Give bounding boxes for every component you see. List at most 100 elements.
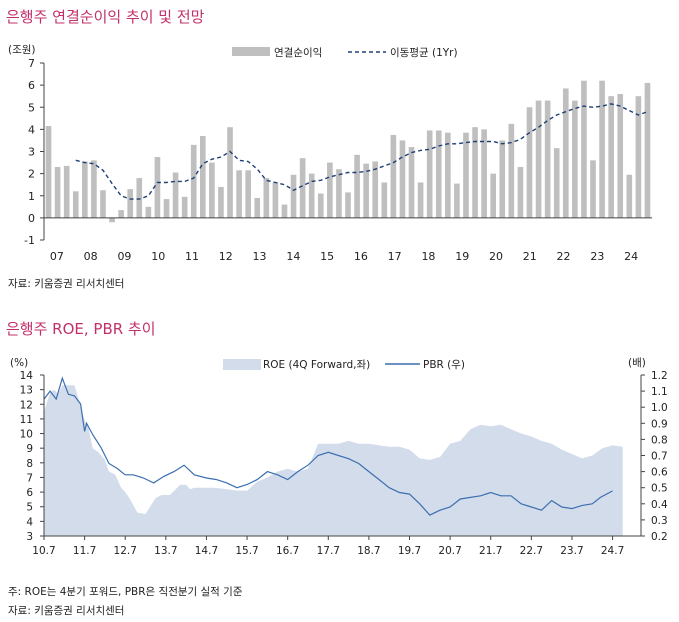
bar (390, 134, 397, 218)
left-tick-label: 5 (26, 502, 33, 514)
x-tick-label: 11 (185, 250, 199, 263)
right-tick-label: 1.0 (651, 402, 668, 414)
legend-pbr-label: PBR (우) (423, 359, 465, 371)
y-unit-label: (조원) (8, 44, 36, 56)
y-tick-label: 5 (28, 101, 35, 114)
bar (472, 127, 478, 218)
left-tick-label: 6 (26, 487, 33, 499)
x-tick-label: 07 (50, 250, 64, 263)
x-tick-label: 18 (421, 250, 435, 263)
bar (281, 204, 288, 218)
x-tick-label: 21 (523, 250, 537, 263)
chart2-title: 은행주 ROE, PBR 추이 (6, 320, 156, 338)
x-tick-label: 16 (354, 250, 368, 263)
x-tick-label: 20 (489, 250, 503, 263)
x-tick-label: 11.7 (73, 545, 96, 557)
x-tick-label: 10 (151, 250, 165, 263)
bar (336, 169, 342, 218)
y-tick-label: 2 (28, 168, 35, 181)
roe-area (44, 385, 623, 536)
right-tick-label: 0.3 (651, 515, 668, 527)
left-unit-label: (%) (10, 357, 28, 369)
x-tick-label: 16.7 (276, 545, 299, 557)
x-tick-label: 23.7 (560, 545, 583, 557)
x-tick-label: 13.7 (154, 545, 177, 557)
right-tick-label: 0.8 (651, 434, 668, 446)
right-tick-label: 0.2 (651, 531, 668, 543)
roe-pbr-chart: 3 4 5 6 7 8 9 10 11 12 13 14 0.2 0.3 0.4 0.5 0.6 0.7 0.8 0.… (10, 357, 668, 557)
bar (100, 190, 106, 218)
left-tick-label: 8 (26, 458, 33, 470)
x-tick-label: 19 (455, 250, 469, 263)
legend-line-label: 이동평균 (1Yr) (390, 47, 458, 59)
bar (345, 192, 351, 218)
bar (435, 130, 442, 218)
bar (127, 189, 134, 218)
bar (354, 154, 360, 218)
bar (553, 148, 560, 218)
x-tick-label: 17.7 (317, 545, 340, 557)
left-tick-label: 11 (20, 414, 33, 426)
x-tick-label: 18.7 (357, 545, 380, 557)
bar (608, 96, 614, 218)
bar (227, 127, 233, 218)
x-tick-label: 12.7 (114, 545, 137, 557)
x-tick-label: 19.7 (398, 545, 421, 557)
chart1-title: 은행주 연결순이익 추이 및 전망 (6, 8, 205, 26)
legend-roe-swatch (223, 359, 261, 370)
x-tick-label: 09 (117, 250, 131, 263)
right-tick-label: 1.2 (651, 370, 668, 382)
left-tick-label: 3 (26, 531, 33, 543)
bar (572, 100, 578, 218)
bar (535, 100, 542, 218)
x-tick-label: 10.7 (32, 545, 55, 557)
bar (308, 173, 315, 218)
chart2-note: 주: ROE는 4분기 포워드, PBR은 직전분기 실적 기준 (8, 586, 243, 598)
bar (445, 132, 451, 218)
bar (290, 174, 297, 218)
bar (154, 157, 161, 218)
bar (136, 178, 143, 218)
chart1-source: 자료: 키움증권 리서치센터 (8, 278, 125, 290)
bar (372, 161, 379, 218)
right-unit-label: (배) (628, 357, 646, 369)
bar (499, 140, 506, 218)
x-tick-label: 22 (557, 250, 571, 263)
x-tick-label: 08 (84, 250, 98, 263)
moving-average-line (75, 103, 648, 200)
right-tick-label: 0.6 (651, 467, 668, 479)
bar (54, 166, 61, 218)
y-tick-label: 1 (28, 190, 35, 203)
left-tick-label: 7 (26, 472, 33, 484)
bar (317, 193, 324, 218)
bar (118, 210, 124, 218)
left-tick-label: 14 (20, 370, 34, 382)
right-tick-label: 1.1 (651, 386, 668, 398)
bar (644, 82, 651, 218)
bar (544, 100, 551, 218)
legend-bar-label: 연결순이익 (274, 47, 322, 59)
pbr-line (43, 376, 613, 516)
bar (581, 80, 587, 218)
bar (599, 80, 605, 218)
right-tick-label: 0.9 (651, 418, 668, 430)
bar (363, 163, 369, 218)
bar (172, 172, 179, 218)
x-tick-label: 14.7 (195, 545, 218, 557)
x-tick-label: 17 (388, 250, 402, 263)
y-tick-label: 0 (28, 212, 35, 225)
bar (45, 126, 52, 218)
y-tick-label: -1 (24, 234, 35, 247)
y-tick-label: 7 (28, 57, 35, 70)
bar (399, 140, 406, 218)
x-tick-label: 15 (320, 250, 334, 263)
bar (245, 170, 251, 218)
bar (590, 160, 596, 218)
y-tick-label: 6 (28, 79, 35, 92)
left-tick-label: 9 (26, 443, 33, 455)
bar (236, 170, 242, 218)
bar (417, 182, 424, 218)
legend-bar-swatch (232, 47, 270, 56)
bar (426, 130, 433, 218)
bar (508, 123, 515, 218)
